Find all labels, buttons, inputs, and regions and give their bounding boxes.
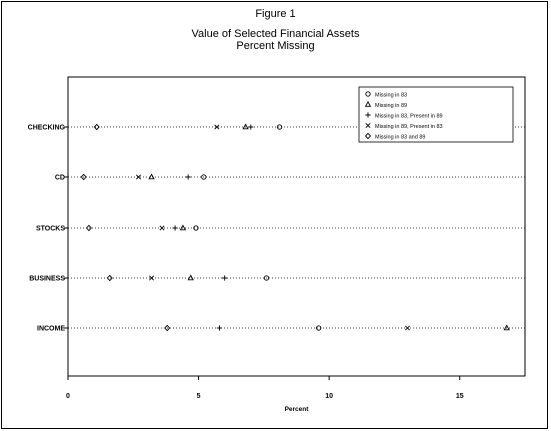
y-tick-label-checking: CHECKING <box>28 125 66 132</box>
point-circle-stocks <box>193 225 199 231</box>
y-tick-label-stocks: STOCKS <box>36 226 65 233</box>
x-tick-label-10: 10 <box>325 393 333 400</box>
y-tick-label-business: BUSINESS <box>29 276 65 283</box>
point-cross-business <box>149 275 155 281</box>
point-triangle-checking <box>242 123 249 130</box>
point-circle-cd <box>201 174 207 180</box>
x-tick-label-5: 5 <box>197 393 201 400</box>
y-tick-label-cd: CD <box>55 175 65 182</box>
point-cross-checking <box>214 124 220 130</box>
legend <box>358 86 514 143</box>
point-cross-stocks <box>159 225 165 231</box>
legend-label-triangle: Missing in 89 <box>375 103 407 109</box>
point-diamond-stocks <box>85 224 92 232</box>
point-diamond-income <box>164 324 171 332</box>
y-tick-label-income: INCOME <box>37 326 65 333</box>
point-diamond-business <box>106 274 113 282</box>
legend-marker-plus <box>365 112 371 118</box>
legend-marker-circle <box>365 91 371 97</box>
point-plus-checking <box>248 124 254 130</box>
legend-label-plus: Missing in 83, Present in 89 <box>375 113 443 119</box>
chart-subtitle-2: Percent Missing <box>236 40 315 52</box>
point-plus-stocks <box>172 225 178 231</box>
point-triangle-business <box>187 274 194 281</box>
x-tick-label-15: 15 <box>456 393 464 400</box>
point-circle-checking <box>276 124 283 130</box>
point-triangle-stocks <box>179 224 187 231</box>
point-cross-cd <box>135 174 142 180</box>
point-circle-income <box>316 325 322 331</box>
point-diamond-checking <box>93 123 100 131</box>
x-axis-label: Percent <box>285 406 310 413</box>
legend-label-circle: Missing in 83 <box>375 92 407 98</box>
point-plus-income <box>216 325 223 331</box>
legend-marker-diamond <box>364 132 372 140</box>
chart-subtitle-1: Value of Selected Financial Assets <box>191 28 360 40</box>
point-plus-cd <box>185 174 191 180</box>
legend-marker-triangle <box>364 100 372 107</box>
chart-title: Figure 1 <box>255 8 296 20</box>
plot-area <box>67 76 526 377</box>
point-triangle-cd <box>148 173 155 180</box>
legend-marker-cross <box>365 122 371 129</box>
legend-label-diamond: Missing in 83 and 89 <box>375 134 425 140</box>
point-triangle-income <box>503 324 510 331</box>
x-tick-label-0: 0 <box>66 393 70 400</box>
point-diamond-cd <box>80 173 87 181</box>
point-plus-business <box>222 275 228 281</box>
legend-label-cross: Missing in 89, Present in 83 <box>375 124 443 130</box>
point-cross-income <box>404 325 411 331</box>
point-circle-business <box>263 275 270 281</box>
